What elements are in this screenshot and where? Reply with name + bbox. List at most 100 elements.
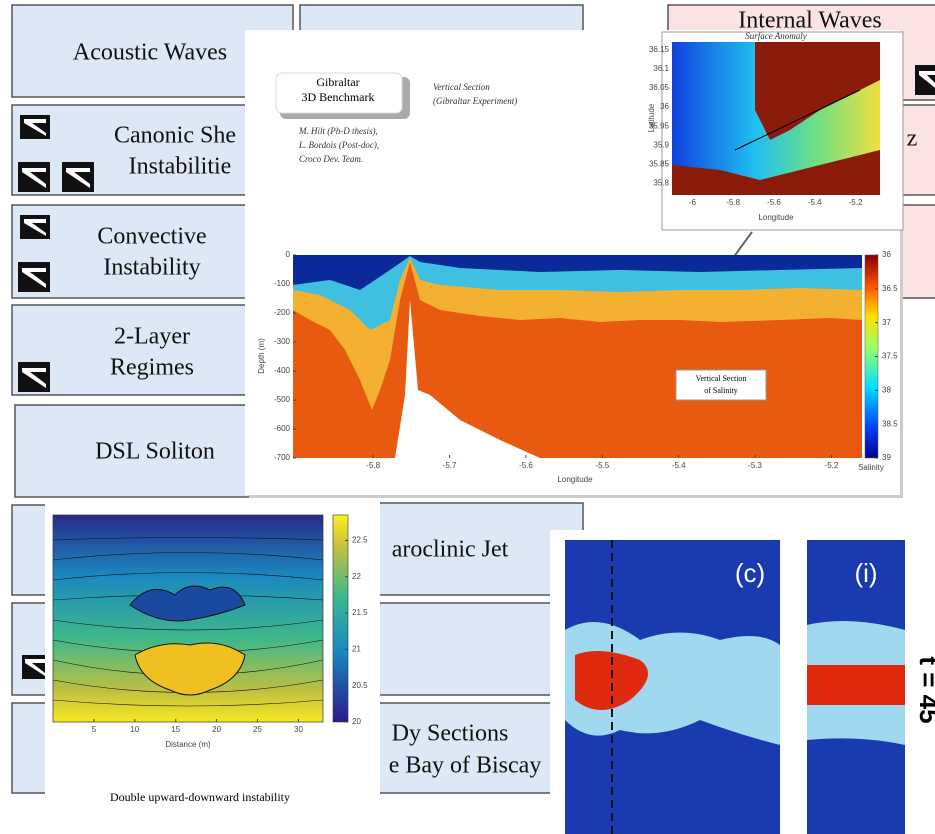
x-tick-label: -5.3 [748, 461, 762, 470]
x-axis-label: Distance (m) [165, 740, 211, 749]
x-tick-label: 30 [294, 725, 303, 734]
x-tick-label: 15 [171, 725, 180, 734]
map-land [672, 150, 880, 195]
y-tick-label: -400 [274, 366, 291, 375]
y-tick-label: 0 [286, 250, 291, 259]
section-layer [293, 255, 862, 290]
y-tick-label: 36.1 [653, 64, 669, 73]
x-tick-label: -5.6 [767, 198, 781, 207]
section-layer [293, 255, 862, 330]
colorbar-label: Salinity [858, 463, 884, 472]
x-tick-label: -5.8 [726, 198, 740, 207]
x-tick-label: -5.4 [672, 461, 686, 470]
y-axis-label: Latitude [647, 103, 656, 132]
author: M. Hilt (Ph-D thesis), [298, 126, 378, 136]
y-tick-label: 37 [882, 318, 891, 327]
x-tick-label: -5.8 [366, 461, 380, 470]
topic-title: Dy Sections [392, 721, 509, 747]
section-line [734, 89, 861, 151]
jet-mixing [565, 622, 780, 745]
y-tick-label: -600 [274, 424, 291, 433]
x-tick-label: 25 [253, 725, 262, 734]
x-tick-label: -5.7 [443, 461, 457, 470]
y-tick-label: -100 [274, 279, 291, 288]
y-tick-label: 36.15 [649, 45, 670, 54]
topic-box[interactable] [14, 404, 291, 498]
y-tick-label: 21 [352, 644, 361, 653]
x-tick-label: 5 [92, 725, 97, 734]
y-tick-label: 22 [352, 572, 361, 581]
y-tick-label: -300 [274, 337, 291, 346]
plume [129, 585, 246, 622]
section-layer [293, 255, 862, 410]
time-label: t = 45 [914, 656, 935, 723]
y-tick-label: 20 [352, 717, 361, 726]
x-tick-label: 10 [130, 725, 139, 734]
film-icon[interactable] [20, 115, 50, 139]
film-icon[interactable] [22, 655, 48, 679]
badge-text: 3D Benchmark [302, 90, 375, 104]
annotation: Vertical Section [696, 374, 747, 383]
topic-title: Acoustic Waves [73, 40, 227, 66]
x-tick-label: -6 [689, 198, 697, 207]
plume [134, 642, 246, 696]
author: Croco Dev. Team. [299, 154, 363, 164]
x-tick-label: 20 [212, 725, 221, 734]
y-tick-label: 39 [882, 453, 891, 462]
topic-title: 2-Layer [114, 324, 190, 350]
badge [275, 72, 403, 114]
y-tick-label: 36 [660, 102, 669, 111]
x-axis-label: Longitude [557, 475, 593, 484]
y-tick-label: 35.9 [653, 140, 669, 149]
jet-core [807, 665, 905, 705]
instability-figure: Distance (m) Double upward-downward inst… [45, 500, 380, 804]
film-icon[interactable] [18, 162, 50, 192]
topic-title: Instabilitie [129, 154, 232, 180]
y-tick-label: 38 [882, 385, 891, 394]
film-icon[interactable] [915, 65, 935, 95]
bathymetry [293, 300, 540, 458]
annotation-box [675, 369, 767, 401]
x-tick-label: -5.2 [849, 198, 863, 207]
colorbar [332, 514, 349, 723]
topic-title: Convective [97, 224, 206, 250]
map-land [755, 42, 880, 140]
y-tick-label: 21.5 [352, 608, 368, 617]
author: L. Bordois (Post-doc), [298, 140, 379, 150]
panel-label: (i) [854, 558, 877, 588]
topic-title: z [907, 126, 918, 152]
topic-title: aroclinic Jet [392, 537, 509, 563]
map-title: Surface Anomaly [745, 31, 807, 41]
gibraltar-panel: Gibraltar 3D Benchmark Vertical Section … [245, 30, 904, 498]
badge-text: Gibraltar [316, 75, 359, 89]
subtitle: (Gibraltar Experiment) [433, 96, 517, 106]
y-tick-label: 36.05 [649, 83, 670, 92]
topic-title: e Bay of Biscay [389, 753, 542, 779]
topic-title: Canonic She [114, 123, 236, 149]
topic-title: Internal Waves [738, 8, 882, 34]
film-icons [18, 65, 935, 679]
y-tick-label: 35.8 [653, 179, 669, 188]
y-tick-label: 22.5 [352, 536, 368, 545]
y-tick-label: 35.95 [649, 121, 670, 130]
y-tick-label: -200 [274, 308, 291, 317]
y-tick-label: 35.85 [649, 160, 670, 169]
subtitle: Vertical Section [433, 82, 490, 92]
annotation: of Salinity [704, 386, 738, 395]
panel-label: (c) [735, 558, 765, 588]
x-tick-label: -5.4 [808, 198, 822, 207]
y-tick-label: 36.5 [882, 284, 898, 293]
y-tick-label: 20.5 [352, 681, 368, 690]
y-tick-label: -700 [274, 453, 291, 462]
x-tick-label: -5.6 [519, 461, 533, 470]
film-icon[interactable] [62, 162, 94, 192]
film-icon[interactable] [20, 215, 50, 239]
topic-title: DSL Soliton [95, 439, 215, 465]
caption: Double upward-downward instability [110, 790, 290, 804]
y-axis-label: Depth (m) [257, 338, 266, 374]
x-axis-label: Longitude [758, 213, 794, 222]
film-icon[interactable] [18, 362, 50, 392]
film-icon[interactable] [18, 262, 50, 292]
y-tick-label: 38.5 [882, 419, 898, 428]
